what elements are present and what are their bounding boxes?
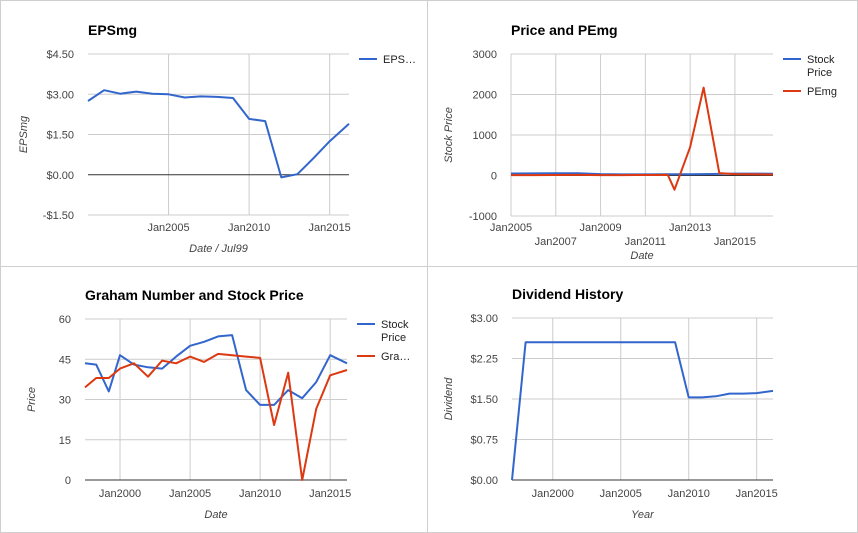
- y-axis-label: Dividend: [443, 377, 455, 421]
- x-tick-label: Jan2011: [625, 236, 666, 248]
- y-axis-label: EPSmg: [18, 115, 30, 153]
- chart-title: Price and PEmg: [511, 22, 618, 38]
- x-tick-label: Jan2000: [532, 488, 574, 500]
- series-line-1: [84, 352, 348, 481]
- legend-label: Stock: [807, 54, 835, 66]
- x-tick-label: Jan2015: [309, 488, 351, 500]
- chart-dividend: Dividend History $3.00 $2.25 $1.50 $0.75 $0.0…: [443, 286, 778, 521]
- chart-title: Graham Number and Stock Price: [85, 287, 304, 303]
- x-tick-label: Jan2007: [535, 236, 577, 248]
- x-tick-label: Jan2013: [669, 222, 711, 234]
- legend-label: EPS…: [383, 54, 416, 66]
- chart-panel-dividend: Dividend History $3.00 $2.25 $1.50 $0.75 $0.0…: [427, 266, 858, 533]
- chart-panel-graham: Graham Number and Stock Price 60 45 30 15 0 Ja…: [0, 266, 428, 533]
- x-axis-label: Date / Jul99: [189, 243, 248, 255]
- chart-panel-epsmg: EPSmg $4.50 $3.00 $1.50 $0.00 -$1.50 Jan2005 Ja…: [0, 0, 428, 267]
- y-tick-label: $2.25: [470, 354, 498, 366]
- y-axis-label: Price: [26, 387, 38, 412]
- x-tick-label: Jan2010: [228, 222, 270, 234]
- x-axis-label: Date: [630, 250, 653, 262]
- chart-graham: Graham Number and Stock Price 60 45 30 15 0 Ja…: [26, 287, 410, 521]
- series-line-0: [87, 89, 350, 179]
- y-tick-label: -$1.50: [43, 210, 74, 222]
- legend-label: Price: [807, 67, 832, 79]
- legend-label: Gra…: [381, 351, 410, 363]
- y-tick-label: $0.75: [470, 435, 498, 447]
- y-tick-label: 0: [491, 171, 497, 183]
- x-axis-label: Date: [204, 509, 227, 521]
- series-line-1: [511, 86, 774, 191]
- x-tick-label: Jan2015: [736, 488, 778, 500]
- chart-epsmg: EPSmg $4.50 $3.00 $1.50 $0.00 -$1.50 Jan2005 Ja…: [18, 22, 416, 255]
- x-tick-label: Jan2010: [239, 488, 281, 500]
- x-tick-label: Jan2005: [600, 488, 642, 500]
- chart-title: EPSmg: [88, 22, 137, 38]
- x-tick-label: Jan2005: [490, 222, 532, 234]
- y-axis-label: Stock Price: [443, 107, 455, 163]
- chart-title: Dividend History: [512, 286, 623, 302]
- y-tick-label: 15: [59, 435, 71, 447]
- x-tick-label: Jan2015: [309, 222, 351, 234]
- legend-label: PEmg: [807, 86, 837, 98]
- series-line-0: [511, 341, 774, 481]
- chart-panel-price-pemg: Price and PEmg 3000 2000 1000 0 -1000 Jan2005 J…: [427, 0, 858, 267]
- y-tick-label: 1000: [473, 130, 497, 142]
- y-tick-label: 2000: [473, 90, 497, 102]
- y-tick-label: -1000: [469, 211, 497, 223]
- y-tick-label: 45: [59, 354, 71, 366]
- y-tick-label: $1.50: [470, 394, 498, 406]
- y-tick-label: 0: [65, 475, 71, 487]
- y-tick-label: 30: [59, 395, 71, 407]
- x-tick-label: Jan2005: [147, 222, 189, 234]
- y-tick-label: $0.00: [46, 170, 74, 182]
- y-tick-label: $3.00: [46, 89, 74, 101]
- x-axis-label: Year: [631, 509, 655, 521]
- y-tick-label: 60: [59, 314, 71, 326]
- legend-label: Stock: [381, 319, 409, 331]
- y-tick-label: 3000: [473, 49, 497, 61]
- x-tick-label: Jan2009: [579, 222, 621, 234]
- y-tick-label: $3.00: [470, 313, 498, 325]
- legend-label: Price: [381, 332, 406, 344]
- x-tick-label: Jan2000: [99, 488, 141, 500]
- x-tick-label: Jan2015: [714, 236, 756, 248]
- x-tick-label: Jan2005: [169, 488, 211, 500]
- series-line-0: [84, 334, 348, 406]
- x-tick-label: Jan2010: [668, 488, 710, 500]
- y-tick-label: $1.50: [46, 130, 74, 142]
- chart-price-pemg: Price and PEmg3000200010000-1000Jan2005J…: [443, 22, 837, 262]
- y-tick-label: $0.00: [470, 475, 498, 487]
- y-tick-label: $4.50: [46, 49, 74, 61]
